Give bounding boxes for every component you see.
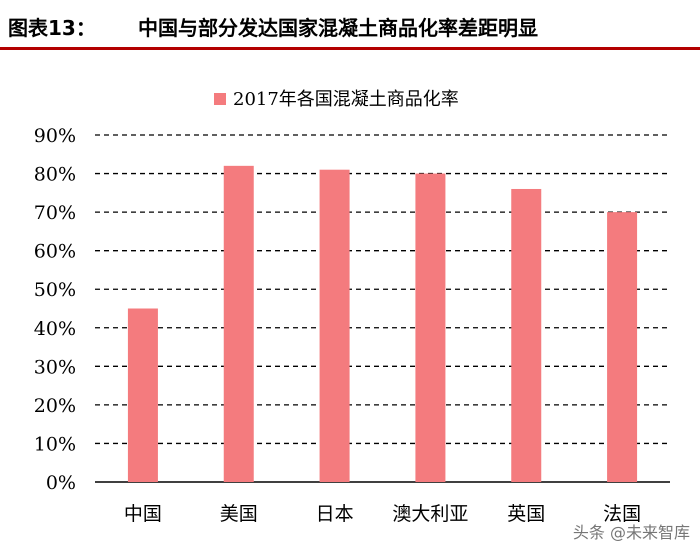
grid-lines xyxy=(95,134,670,483)
y-tick-label: 0% xyxy=(46,472,76,494)
figure-label: 图表13： xyxy=(8,16,96,40)
x-tick-label: 英国 xyxy=(507,503,545,525)
title-bar: 图表13： 中国与部分发达国家混凝土商品化率差距明显 xyxy=(0,0,700,50)
watermark: 头条 @未来智库 xyxy=(572,523,690,542)
y-tick-label: 10% xyxy=(34,433,76,455)
y-tick-label: 90% xyxy=(34,125,76,147)
legend-swatch xyxy=(214,93,226,105)
y-tick-label: 60% xyxy=(34,241,76,263)
bar xyxy=(607,212,638,482)
y-tick-label: 50% xyxy=(34,279,76,301)
x-tick-label: 美国 xyxy=(220,503,258,525)
bars xyxy=(127,165,638,483)
legend-label: 2017年各国混凝土商品化率 xyxy=(233,89,459,110)
bar xyxy=(511,188,542,482)
y-tick-label: 80% xyxy=(34,164,76,186)
y-tick-label: 70% xyxy=(34,202,76,224)
x-tick-label: 澳大利亚 xyxy=(392,503,468,525)
bar-chart: 2017年各国混凝土商品化率 0% 10% 20% 30% 40% 50% 60% 70% 80… xyxy=(34,89,670,525)
bar xyxy=(319,169,350,482)
figure-title: 中国与部分发达国家混凝土商品化率差距明显 xyxy=(138,16,538,40)
bar xyxy=(127,308,158,482)
bar xyxy=(415,173,446,483)
x-axis: 中国 美国 日本 澳大利亚 英国 法国 xyxy=(124,503,641,525)
y-axis: 0% 10% 20% 30% 40% 50% 60% 70% 80% 90% xyxy=(34,125,76,494)
bar xyxy=(223,165,254,482)
y-tick-label: 20% xyxy=(34,395,76,417)
y-tick-label: 40% xyxy=(34,318,76,340)
x-tick-label: 日本 xyxy=(316,503,354,525)
x-tick-label: 法国 xyxy=(603,503,641,525)
x-tick-label: 中国 xyxy=(124,503,162,525)
chart-legend: 2017年各国混凝土商品化率 xyxy=(214,89,459,110)
y-tick-label: 30% xyxy=(34,356,76,378)
